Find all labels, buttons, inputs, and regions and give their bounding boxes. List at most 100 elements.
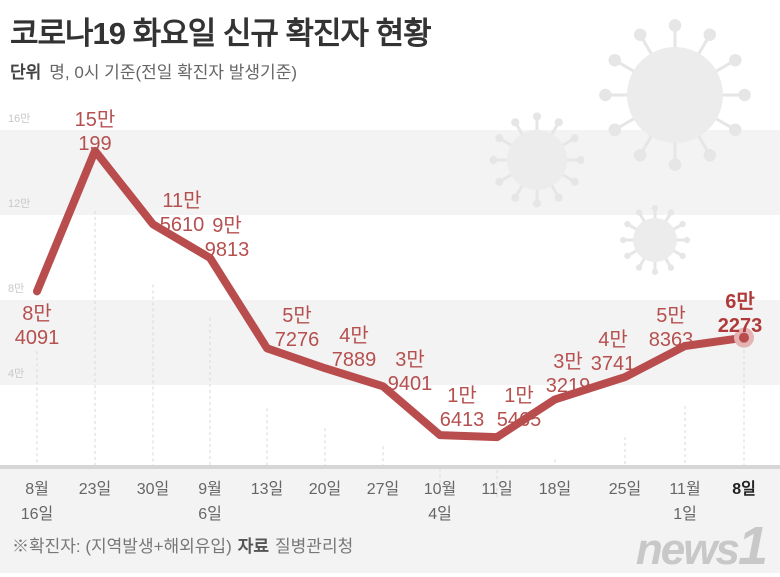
virus-knob [570, 134, 579, 143]
virus-knob [738, 88, 751, 102]
x-tick-label: 8월 [25, 480, 49, 498]
y-tick-label: 12만 [8, 197, 30, 210]
virus-knob [619, 236, 627, 244]
data-label: 4091 [15, 327, 60, 349]
data-label: 7889 [332, 349, 377, 371]
virus-body [627, 47, 723, 143]
data-label: 15만 [75, 108, 116, 131]
data-label: 11만 [162, 189, 201, 212]
source-note: ※확진자: (지역발생+해외유입) 자료 질병관리청 [12, 532, 353, 557]
data-label: 5만 [656, 304, 686, 327]
virus-knob [554, 193, 563, 202]
data-label: 4만 [598, 328, 628, 351]
y-tick-label: 16만 [8, 112, 30, 125]
data-label: 9만 [212, 214, 242, 237]
data-label: 5610 [160, 214, 205, 236]
data-label: 3219 [546, 375, 591, 397]
series-line [33, 146, 748, 442]
news1-logo: news1 [635, 516, 768, 576]
virus-knob [703, 28, 717, 41]
virus-knob [511, 193, 520, 202]
data-label: 6만 [725, 290, 755, 313]
virus-body [507, 130, 567, 190]
y-tick-label: 8만 [8, 282, 24, 295]
x-tick-label: 16일 [21, 505, 54, 523]
virus-knob [679, 252, 686, 260]
virus-knob [679, 220, 686, 228]
x-tick-label: 27일 [367, 480, 400, 498]
virus-knob [532, 199, 542, 208]
virus-knob [668, 19, 682, 32]
virus-knob [633, 28, 647, 41]
virus-knob [635, 264, 643, 271]
virus-knob [608, 123, 621, 137]
x-tick-label: 13일 [251, 480, 284, 498]
virus-icon [599, 19, 751, 171]
x-tick-label: 8일 [732, 480, 756, 498]
virus-knob [554, 118, 563, 127]
note-text: ※확진자: (지역발생+해외유입) [12, 537, 232, 556]
virus-knob [511, 118, 520, 127]
virus-knob [729, 53, 742, 67]
page-title: 코로나19 화요일 신규 확진자 현황 [10, 16, 432, 51]
source-text: 질병관리청 [275, 537, 354, 556]
source-label: 자료 [237, 537, 270, 556]
data-label: 5465 [497, 409, 542, 431]
virus-knob [635, 209, 643, 216]
data-label: 2273 [718, 315, 763, 337]
x-tick-label: 4일 [428, 505, 452, 523]
virus-knob [651, 268, 659, 276]
unit-label: 단위 [10, 63, 42, 82]
virus-knob [633, 149, 647, 162]
virus-knob [624, 252, 631, 260]
x-tick-label: 25일 [609, 480, 642, 498]
virus-knob [570, 177, 579, 186]
virus-knob [703, 149, 717, 162]
x-tick-label: 9월 [198, 480, 222, 498]
y-tick-label: 4만 [8, 367, 24, 380]
virus-body [633, 218, 677, 262]
virus-knob [667, 264, 675, 271]
virus-knob [624, 220, 631, 228]
virus-knob [608, 53, 621, 67]
footer-band [0, 467, 780, 573]
unit-text: 명, 0시 기준(전일 확진자 발생기준) [49, 63, 297, 82]
data-label: 7276 [275, 329, 320, 351]
grid-band [0, 300, 780, 385]
data-point [739, 332, 749, 343]
data-label: 199 [78, 133, 111, 155]
virus-knob [729, 123, 742, 137]
virus-knob [532, 112, 542, 121]
x-tick-label: 18일 [539, 480, 572, 498]
data-label: 3741 [591, 353, 636, 375]
data-label: 8만 [22, 302, 52, 325]
x-tick-label: 11일 [481, 480, 512, 498]
data-label: 9401 [388, 373, 433, 395]
x-tick-label: 10월 [424, 480, 457, 498]
data-label: 3만 [553, 350, 583, 373]
virus-knob [683, 236, 691, 244]
virus-icon [489, 112, 585, 208]
data-label: 1만 [447, 384, 477, 407]
x-tick-label: 11월 [669, 480, 700, 498]
x-tick-label: 20일 [309, 480, 342, 498]
unit-note: 단위 명, 0시 기준(전일 확진자 발생기준) [10, 58, 297, 83]
virus-knob [667, 209, 675, 216]
virus-knob [576, 155, 585, 165]
data-label: 8363 [649, 329, 694, 351]
data-label: 5만 [282, 304, 312, 327]
virus-knob [668, 158, 682, 171]
data-label: 4만 [339, 324, 369, 347]
virus-knob [599, 88, 612, 102]
virus-knob [495, 177, 504, 186]
x-tick-label: 6일 [198, 505, 222, 523]
virus-knob [651, 204, 659, 212]
virus-icon [619, 204, 691, 276]
x-tick-label: 1일 [673, 505, 697, 523]
data-label: 1만 [504, 384, 534, 407]
data-label: 6413 [440, 409, 485, 431]
data-label: 3만 [395, 348, 425, 371]
x-tick-label: 23일 [79, 480, 112, 498]
virus-knob [489, 155, 498, 165]
